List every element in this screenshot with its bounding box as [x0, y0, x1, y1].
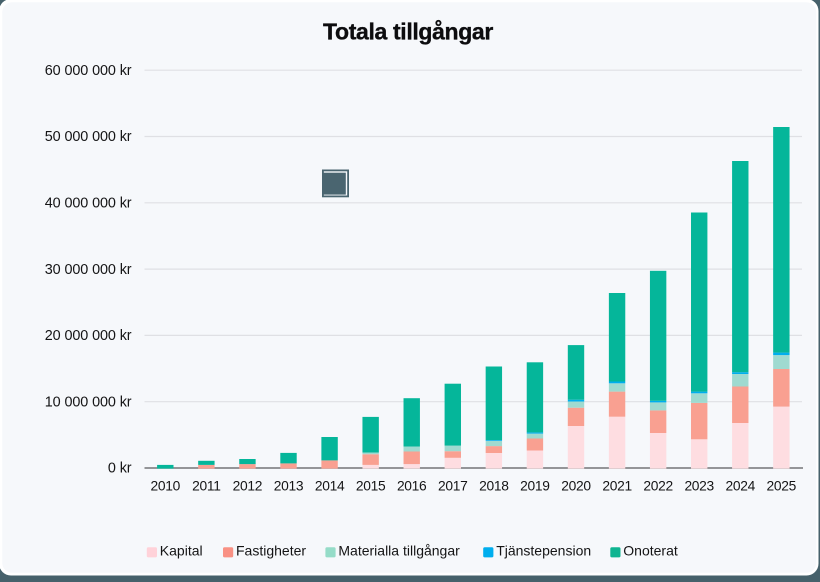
svg-text:2017: 2017 — [438, 479, 468, 494]
svg-text:2021: 2021 — [602, 479, 632, 494]
svg-text:Kapital: Kapital — [160, 543, 203, 559]
svg-text:2025: 2025 — [767, 479, 797, 494]
svg-text:10 000 000 kr: 10 000 000 kr — [45, 394, 132, 410]
svg-text:2023: 2023 — [684, 479, 714, 494]
svg-text:2022: 2022 — [643, 479, 673, 494]
svg-text:Tjänstepension: Tjänstepension — [496, 543, 591, 559]
svg-text:40 000 000 kr: 40 000 000 kr — [45, 196, 132, 212]
svg-text:Fastigheter: Fastigheter — [236, 543, 306, 559]
svg-text:2024: 2024 — [726, 479, 756, 494]
svg-text:2016: 2016 — [397, 479, 427, 494]
svg-text:2013: 2013 — [274, 479, 304, 494]
svg-text:0 kr: 0 kr — [108, 461, 132, 477]
svg-text:30 000 000 kr: 30 000 000 kr — [45, 262, 132, 278]
svg-text:2018: 2018 — [479, 479, 509, 494]
svg-text:50 000 000 kr: 50 000 000 kr — [45, 129, 132, 145]
svg-text:Totala tillgångar: Totala tillgångar — [323, 19, 493, 45]
svg-text:Onoterat: Onoterat — [623, 543, 678, 559]
svg-text:2010: 2010 — [151, 479, 181, 494]
svg-text:2015: 2015 — [356, 479, 386, 494]
svg-text:Materialla tillgångar: Materialla tillgångar — [338, 543, 460, 559]
svg-text:60 000 000 kr: 60 000 000 kr — [45, 63, 132, 79]
svg-text:2012: 2012 — [233, 479, 263, 494]
svg-text:2014: 2014 — [315, 479, 345, 494]
svg-text:2011: 2011 — [192, 479, 220, 494]
svg-text:20 000 000 kr: 20 000 000 kr — [45, 328, 132, 344]
svg-text:2020: 2020 — [561, 479, 591, 494]
svg-text:2019: 2019 — [520, 479, 550, 494]
